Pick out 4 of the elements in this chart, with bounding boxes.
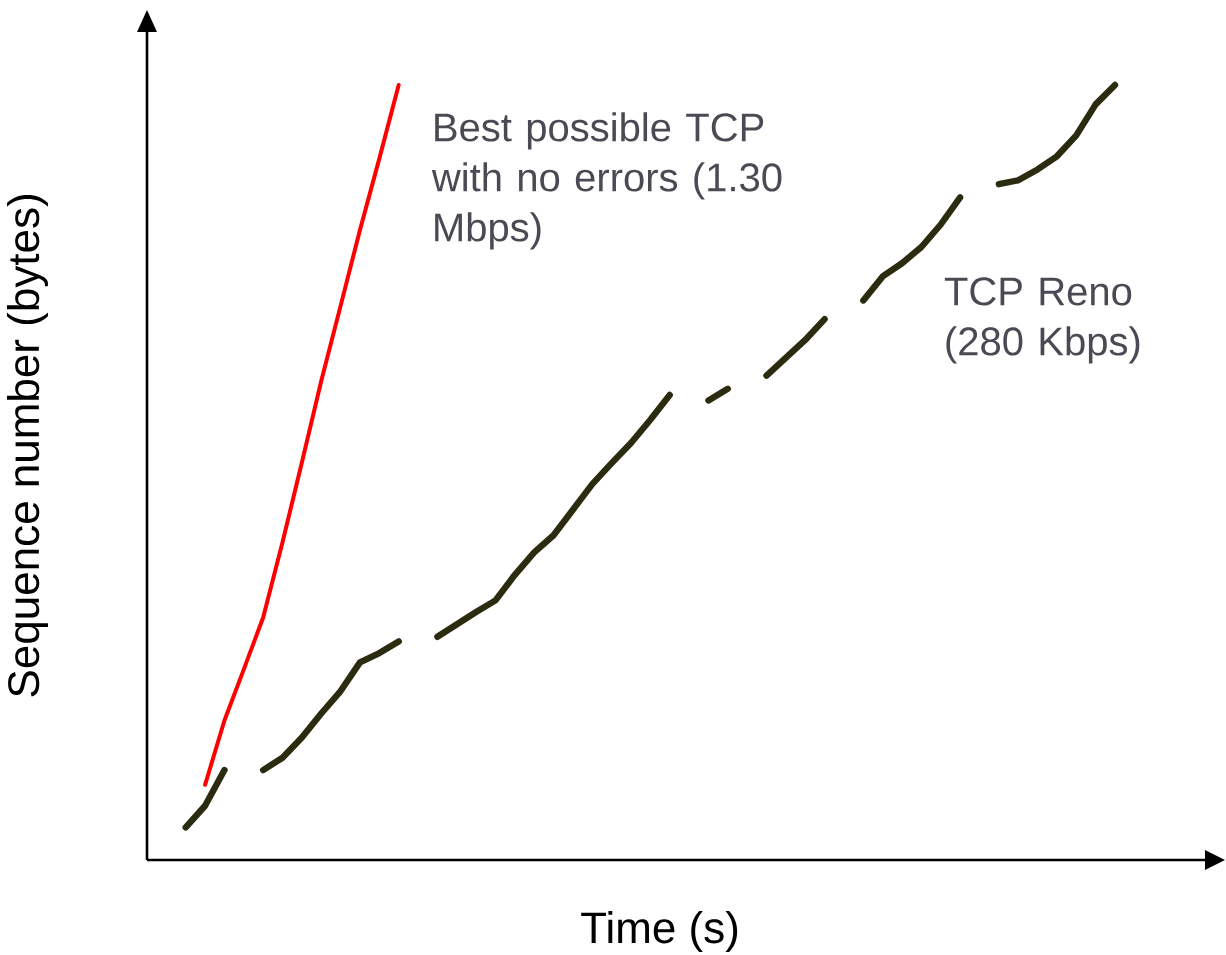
y-axis-title: Sequence number (bytes) — [6, 195, 48, 697]
series-label: Best possible TCP with no errors (1.30 Mbps) — [431, 112, 782, 250]
x-axis-title: Time (s) — [581, 911, 738, 953]
series-label: TCP Reno (280 Kbps) — [944, 277, 1140, 364]
